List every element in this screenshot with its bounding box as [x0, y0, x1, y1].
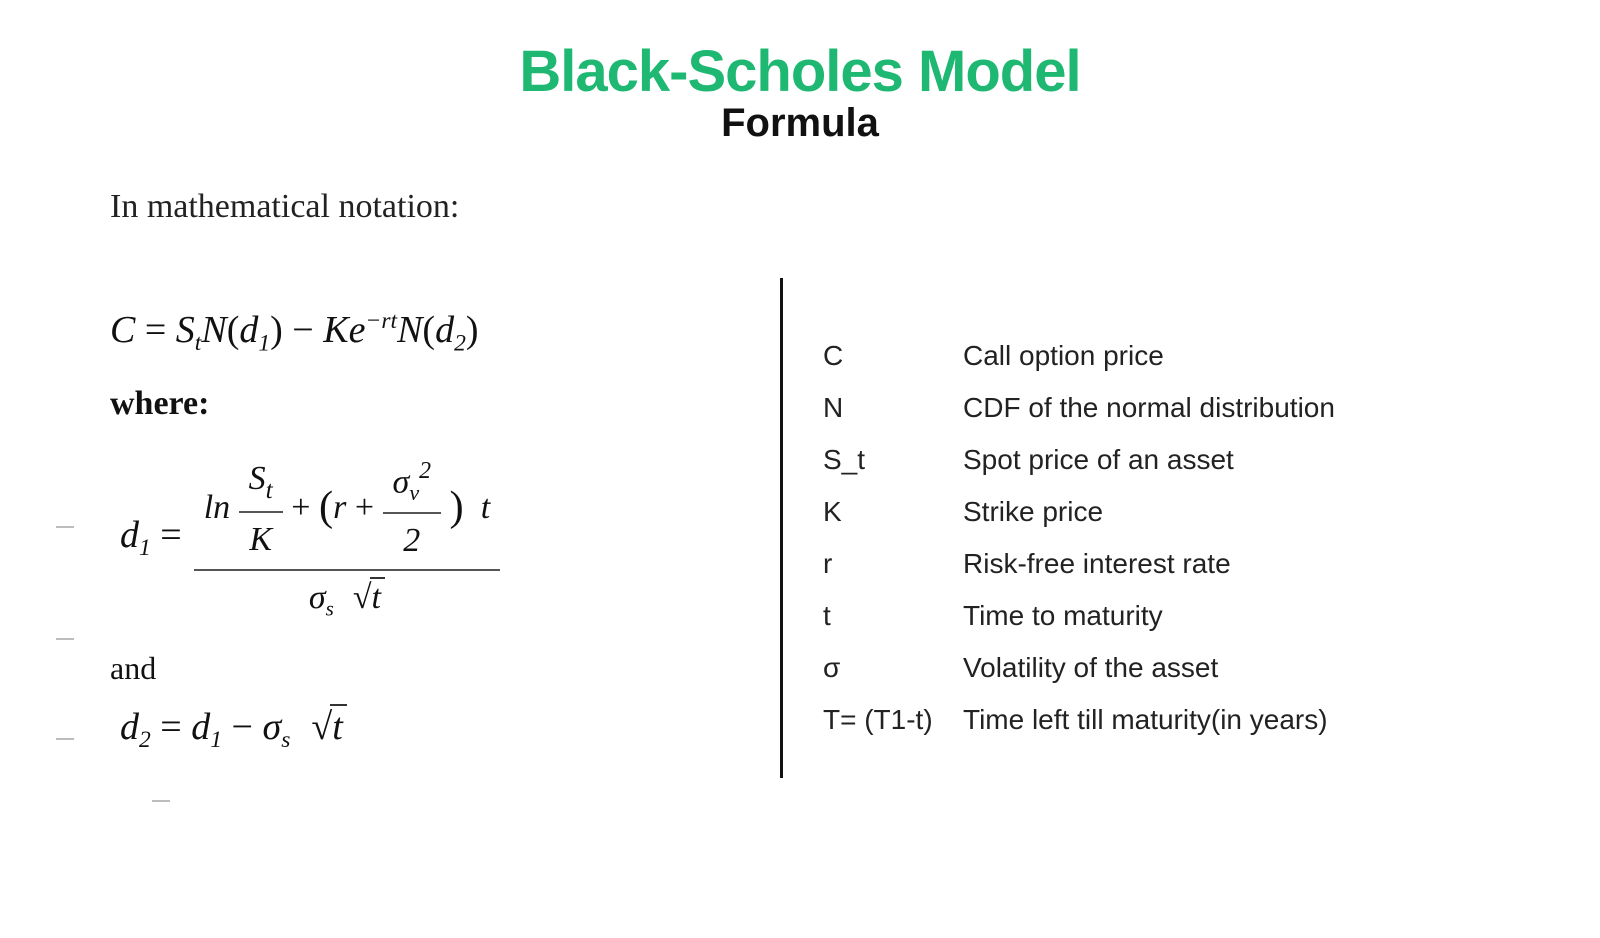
intro-text: In mathematical notation:	[110, 188, 459, 226]
legend-desc: Call option price	[963, 340, 1164, 372]
legend-desc: Time left till maturity(in years)	[963, 704, 1328, 736]
formula-d2: d2 = d1 − σs √t	[120, 705, 780, 754]
legend-row: S_t Spot price of an asset	[823, 444, 1600, 476]
legend-symbol: C	[823, 340, 963, 372]
legend-row: T= (T1-t) Time left till maturity(in yea…	[823, 704, 1600, 736]
legend-symbol: r	[823, 548, 963, 580]
legend-row: C Call option price	[823, 340, 1600, 372]
legend-desc: CDF of the normal distribution	[963, 392, 1335, 424]
legend-desc: Spot price of an asset	[963, 444, 1234, 476]
legend-desc: Time to maturity	[963, 600, 1163, 632]
legend-symbol: T= (T1-t)	[823, 704, 963, 736]
legend-symbol: S_t	[823, 444, 963, 476]
legend-symbol: σ	[823, 652, 963, 684]
legend-row: σ Volatility of the asset	[823, 652, 1600, 684]
legend-desc: Volatility of the asset	[963, 652, 1218, 684]
formula-main: C = StN(d1) − Ke−rtN(d2)	[110, 308, 780, 357]
legend-row: t Time to maturity	[823, 600, 1600, 632]
legend-desc: Strike price	[963, 496, 1103, 528]
legend-row: r Risk-free interest rate	[823, 548, 1600, 580]
legend-symbol: t	[823, 600, 963, 632]
formula-d1: d1 = ln StK + (r + σv2 2 ) t σs √t	[120, 453, 780, 621]
page-subtitle: Formula	[0, 101, 1600, 146]
and-label: and	[110, 650, 780, 687]
legend-desc: Risk-free interest rate	[963, 548, 1231, 580]
formula-panel: C = StN(d1) − Ke−rtN(d2) where: d1 = ln …	[0, 278, 780, 838]
legend-symbol: K	[823, 496, 963, 528]
where-label: where:	[110, 385, 780, 423]
page-title: Black-Scholes Model	[0, 38, 1600, 105]
content-area: C = StN(d1) − Ke−rtN(d2) where: d1 = ln …	[0, 278, 1600, 838]
legend-symbol: N	[823, 392, 963, 424]
legend-row: N CDF of the normal distribution	[823, 392, 1600, 424]
legend-panel: C Call option price N CDF of the normal …	[783, 278, 1600, 838]
legend-row: K Strike price	[823, 496, 1600, 528]
